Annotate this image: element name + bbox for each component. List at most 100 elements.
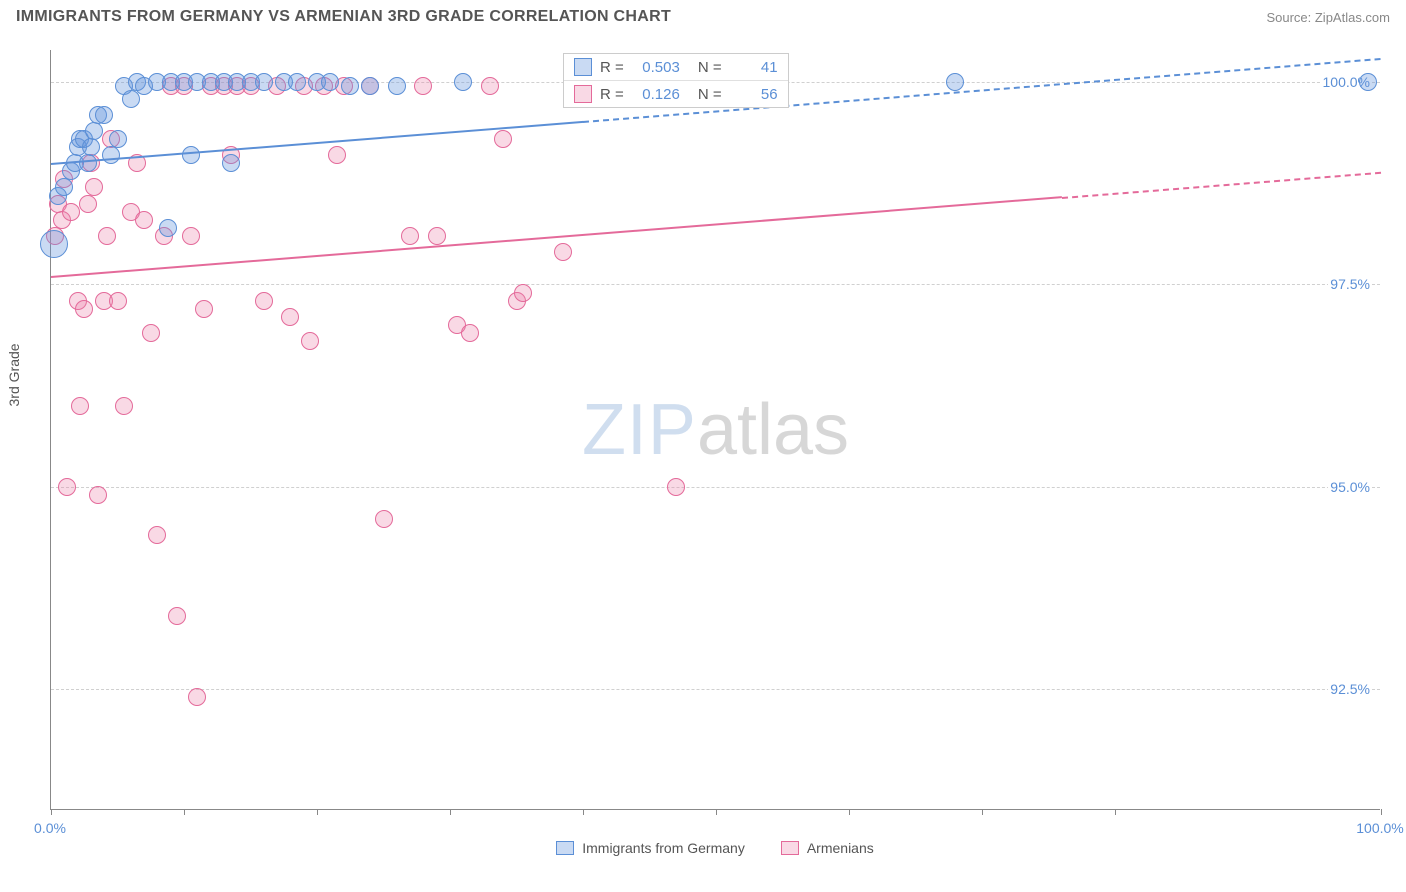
- data-point: [85, 178, 103, 196]
- correlation-legend: R = 0.503 N = 41 R = 0.126 N = 56: [563, 53, 789, 108]
- data-point: [82, 138, 100, 156]
- x-tick: [716, 809, 717, 815]
- legend-swatch: [574, 58, 592, 76]
- data-point: [115, 397, 133, 415]
- x-tick: [583, 809, 584, 815]
- x-tick-label: 100.0%: [1356, 820, 1403, 836]
- legend-row: R = 0.126 N = 56: [564, 81, 788, 107]
- data-point: [75, 300, 93, 318]
- data-point: [401, 227, 419, 245]
- x-tick: [1115, 809, 1116, 815]
- x-tick: [982, 809, 983, 815]
- data-point: [79, 154, 97, 172]
- legend-swatch: [574, 85, 592, 103]
- data-point: [414, 77, 432, 95]
- data-point: [62, 203, 80, 221]
- x-axis-labels: 0.0%100.0%: [50, 820, 1380, 840]
- legend-label-germany: Immigrants from Germany: [582, 840, 745, 856]
- data-point: [428, 227, 446, 245]
- gridline: [51, 689, 1380, 690]
- data-point: [55, 178, 73, 196]
- legend-n-value: 56: [730, 86, 778, 103]
- data-point: [388, 77, 406, 95]
- data-point: [98, 227, 116, 245]
- x-tick-label: 0.0%: [34, 820, 66, 836]
- x-tick: [849, 809, 850, 815]
- x-tick: [51, 809, 52, 815]
- x-tick: [1381, 809, 1382, 815]
- legend-r-value: 0.126: [632, 86, 680, 103]
- chart-title: IMMIGRANTS FROM GERMANY VS ARMENIAN 3RD …: [16, 8, 671, 26]
- data-point: [40, 230, 68, 258]
- data-point: [667, 478, 685, 496]
- chart-header: IMMIGRANTS FROM GERMANY VS ARMENIAN 3RD …: [0, 0, 1406, 36]
- data-point: [148, 526, 166, 544]
- legend-item-armenians: Armenians: [781, 840, 874, 856]
- data-point: [71, 397, 89, 415]
- y-tick-label: 97.5%: [1328, 276, 1372, 292]
- data-point: [494, 130, 512, 148]
- data-point: [85, 122, 103, 140]
- legend-n-value: 41: [730, 59, 778, 76]
- x-tick: [450, 809, 451, 815]
- legend-n-label: N =: [698, 86, 722, 103]
- legend-swatch-armenians: [781, 841, 799, 855]
- data-point: [461, 324, 479, 342]
- data-point: [554, 243, 572, 261]
- watermark-zip: ZIP: [582, 390, 697, 470]
- data-point: [255, 73, 273, 91]
- data-point: [321, 73, 339, 91]
- trend-line: [1062, 171, 1381, 198]
- y-axis-title: 3rd Grade: [6, 343, 22, 406]
- source-prefix: Source:: [1266, 10, 1314, 25]
- legend-n-label: N =: [698, 59, 722, 76]
- data-point: [95, 106, 113, 124]
- data-point: [102, 146, 120, 164]
- legend-swatch-germany: [556, 841, 574, 855]
- data-point: [454, 73, 472, 91]
- data-point: [946, 73, 964, 91]
- data-point: [328, 146, 346, 164]
- data-point: [182, 146, 200, 164]
- data-point: [361, 77, 379, 95]
- data-point: [375, 510, 393, 528]
- data-point: [182, 227, 200, 245]
- x-tick: [317, 809, 318, 815]
- data-point: [168, 607, 186, 625]
- legend-r-label: R =: [600, 59, 624, 76]
- data-point: [195, 300, 213, 318]
- source-link[interactable]: ZipAtlas.com: [1315, 10, 1390, 25]
- legend-row: R = 0.503 N = 41: [564, 54, 788, 81]
- data-point: [301, 332, 319, 350]
- data-point: [514, 284, 532, 302]
- trend-line: [51, 196, 1062, 278]
- data-point: [109, 130, 127, 148]
- legend-r-label: R =: [600, 86, 624, 103]
- plot-area: ZIPatlas 100.0%97.5%95.0%92.5%R =0.503N …: [50, 50, 1380, 810]
- watermark: ZIPatlas: [582, 389, 849, 471]
- data-point: [341, 77, 359, 95]
- watermark-atlas: atlas: [697, 390, 849, 470]
- gridline: [51, 487, 1380, 488]
- data-point: [135, 211, 153, 229]
- data-point: [89, 486, 107, 504]
- data-point: [109, 292, 127, 310]
- data-point: [159, 219, 177, 237]
- gridline: [51, 284, 1380, 285]
- y-tick-label: 92.5%: [1328, 681, 1372, 697]
- data-point: [281, 308, 299, 326]
- data-point: [222, 154, 240, 172]
- legend-item-germany: Immigrants from Germany: [556, 840, 745, 856]
- y-tick-label: 95.0%: [1328, 479, 1372, 495]
- data-point: [188, 688, 206, 706]
- x-tick: [184, 809, 185, 815]
- data-point: [142, 324, 160, 342]
- data-point: [288, 73, 306, 91]
- legend-r-value: 0.503: [632, 59, 680, 76]
- data-point: [58, 478, 76, 496]
- data-point: [255, 292, 273, 310]
- data-point: [481, 77, 499, 95]
- data-point: [1359, 73, 1377, 91]
- chart-source: Source: ZipAtlas.com: [1266, 10, 1390, 25]
- data-point: [79, 195, 97, 213]
